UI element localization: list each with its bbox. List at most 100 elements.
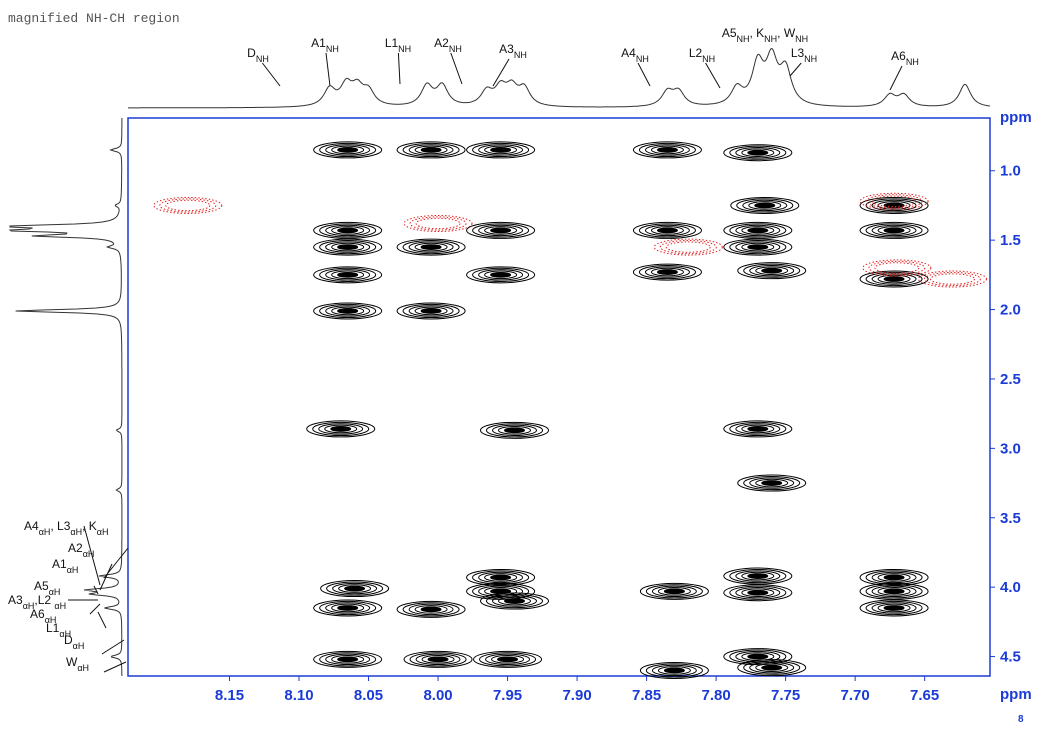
x-axis-label: ppm — [1000, 686, 1032, 703]
contour — [485, 653, 531, 666]
y-tick-label: 2.0 — [1000, 302, 1021, 319]
y-tick-label: 4.0 — [1000, 579, 1021, 596]
contour — [859, 599, 929, 617]
cross-peak — [480, 421, 550, 439]
contour — [408, 305, 454, 317]
contour — [923, 271, 981, 287]
leader-line — [889, 65, 903, 91]
y-tick-label: 3.5 — [1000, 510, 1021, 527]
contour — [742, 199, 788, 212]
contour — [331, 270, 365, 280]
contour — [638, 264, 696, 280]
label-text: W — [66, 655, 78, 669]
contour — [729, 223, 787, 238]
contour — [862, 259, 932, 277]
contour — [663, 667, 685, 674]
leader-line — [97, 611, 107, 629]
contour — [749, 264, 795, 277]
leader-line — [99, 563, 113, 591]
contour — [659, 239, 717, 255]
label-text: L1 — [46, 621, 60, 635]
label-subscript: αH — [83, 549, 95, 559]
contour — [735, 587, 781, 599]
contour — [490, 271, 512, 278]
peak-label: A4αH, L3αH, KαH — [24, 519, 108, 537]
cross-peak — [396, 141, 466, 159]
contour — [859, 582, 929, 600]
cross-peak — [859, 270, 929, 288]
contour — [865, 600, 923, 616]
contour — [723, 420, 793, 438]
contour — [420, 606, 442, 613]
label-text: A5 — [722, 26, 737, 40]
contour — [645, 663, 703, 678]
contour — [408, 144, 454, 156]
y-axis-label: ppm — [1000, 109, 1032, 126]
cross-peak — [723, 584, 793, 602]
label-subscript: NH — [449, 44, 462, 54]
peak-label: A2NH — [434, 36, 462, 54]
cross-peak — [153, 196, 223, 214]
cross-peak — [723, 144, 793, 162]
contour — [632, 263, 702, 281]
leader-line — [789, 62, 802, 77]
label-subscript: αH — [77, 663, 89, 673]
label-subscript: NH — [514, 50, 527, 60]
contour — [917, 270, 987, 288]
contour — [396, 238, 466, 256]
contour — [747, 589, 769, 596]
y-tick-label: 1.0 — [1000, 163, 1021, 180]
label-text: ,L2 — [34, 593, 54, 607]
contour — [402, 142, 460, 158]
label-subscript: NH — [636, 54, 649, 64]
peak-label: A6NH — [891, 49, 919, 67]
contour — [877, 587, 911, 596]
contour — [749, 661, 795, 674]
contour — [332, 582, 378, 595]
contour — [877, 226, 911, 235]
leader-line — [101, 639, 125, 655]
contour — [663, 588, 685, 595]
contour — [929, 273, 975, 285]
cross-peak — [480, 592, 550, 610]
contour — [729, 239, 787, 255]
cross-peak — [632, 141, 702, 159]
cross-peak — [473, 650, 543, 668]
contour — [639, 582, 709, 600]
contour — [755, 266, 789, 275]
contour — [319, 303, 377, 319]
contour — [490, 147, 512, 153]
contour — [729, 585, 787, 600]
cross-peak — [466, 568, 536, 586]
y-tick-label: 3.0 — [1000, 440, 1021, 457]
contour — [325, 269, 371, 281]
contour — [656, 147, 678, 153]
x-tick-label: 7.65 — [910, 687, 939, 704]
contour — [491, 655, 525, 664]
contour — [883, 574, 905, 581]
contour — [504, 427, 526, 434]
label-text: A4 — [24, 519, 39, 533]
contour — [859, 221, 929, 239]
contour — [427, 656, 449, 663]
contour — [420, 147, 442, 153]
label-subscript: NH — [326, 44, 339, 54]
contour — [755, 478, 789, 488]
leader-line — [397, 52, 401, 85]
contour — [741, 226, 775, 235]
label-text: A3 — [8, 593, 23, 607]
contour — [865, 223, 923, 238]
peak-label: A2αH — [68, 541, 94, 559]
contour — [337, 656, 359, 663]
contour — [653, 238, 723, 256]
contour — [153, 196, 223, 214]
contour — [723, 144, 793, 162]
contour — [665, 241, 711, 253]
contour — [313, 650, 383, 668]
cross-peak — [632, 221, 702, 239]
contour — [651, 585, 697, 598]
contour — [337, 271, 359, 278]
contour — [325, 305, 371, 317]
contour — [337, 227, 359, 234]
contour — [313, 238, 383, 256]
